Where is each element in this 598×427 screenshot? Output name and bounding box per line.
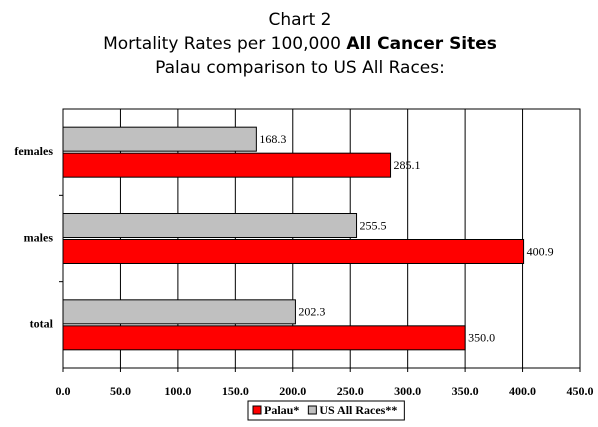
x-tick-label: 300.0 [394,384,421,398]
plot-area [62,108,581,369]
legend-swatch [252,405,262,415]
subtitle-text: Mortality Rates per 100,000 [103,34,341,54]
legend-label: US All Races** [319,403,397,417]
x-tick-label: 350.0 [452,384,479,398]
bar [62,152,392,178]
bar [62,299,296,325]
y-tick-label: total [30,317,54,331]
value-label: 202.3 [298,305,325,319]
x-tick-label: 250.0 [337,384,364,398]
legend-box [247,400,405,421]
x-tick-label: 200.0 [279,384,306,398]
bar [62,126,257,152]
x-tick-label: 0.0 [56,384,71,398]
value-label: 168.3 [259,132,286,146]
y-tick-label: females [14,144,53,158]
chart-subtitle2: Palau comparison to US All Races: [155,58,445,78]
bar [62,239,525,264]
value-label: 350.0 [468,331,495,345]
bar [62,213,358,238]
chart-title: Chart 2 [269,10,332,30]
x-tick-label: 400.0 [509,384,536,398]
bar [62,325,466,351]
x-tick-label: 450.0 [567,384,594,398]
chart-subtitle: Mortality Rates per 100,000 All Cancer S… [103,34,497,54]
subtitle-bold: All Cancer Sites [346,34,497,54]
value-label: 285.1 [394,158,421,172]
x-tick-label: 150.0 [222,384,249,398]
value-label: 400.9 [527,244,554,258]
x-tick-label: 50.0 [110,384,131,398]
y-tick-label: males [24,230,54,244]
x-tick-label: 100.0 [164,384,191,398]
value-label: 255.5 [360,218,387,232]
legend-label: Palau* [264,403,299,417]
legend-swatch [307,405,317,415]
